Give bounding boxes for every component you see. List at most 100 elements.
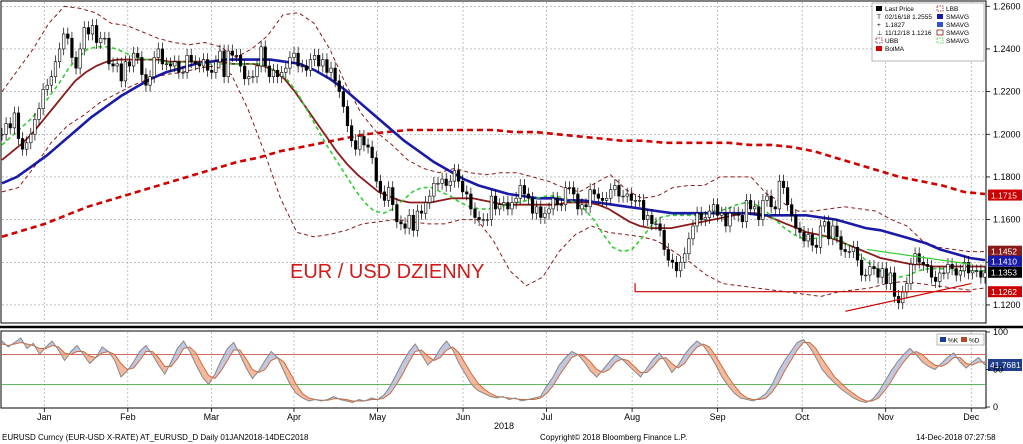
osc-fill bbox=[878, 381, 885, 398]
candle-body bbox=[576, 193, 580, 210]
candle-body bbox=[650, 215, 654, 225]
candle-body bbox=[666, 249, 670, 261]
candle-body bbox=[329, 67, 333, 73]
legend-smavg1: SMAVG bbox=[946, 14, 969, 21]
osc-fill bbox=[690, 341, 697, 355]
candle-body bbox=[728, 212, 732, 227]
price-tag-label: 1.1262 bbox=[991, 287, 1017, 297]
candle-body bbox=[374, 157, 378, 182]
candle-body bbox=[592, 189, 596, 195]
legend-d-swatch bbox=[961, 337, 967, 342]
osc-fill bbox=[972, 357, 979, 365]
candle-body bbox=[127, 61, 132, 67]
osc-fill bbox=[290, 372, 297, 394]
candle-body bbox=[115, 63, 119, 67]
y-tick-label: 1.2400 bbox=[993, 44, 1021, 54]
price-tag-label: 1.1452 bbox=[991, 246, 1017, 256]
osc-fill bbox=[665, 357, 672, 373]
candle-body bbox=[222, 50, 226, 77]
candle-body bbox=[567, 187, 572, 189]
candle-body bbox=[954, 268, 958, 276]
candle-body bbox=[674, 261, 679, 272]
candle-body bbox=[395, 204, 399, 223]
x-tick-label: Jan bbox=[37, 412, 52, 422]
osc-fill bbox=[709, 347, 716, 365]
candle-body bbox=[732, 212, 736, 215]
legend-avg: 1.1827 bbox=[885, 22, 905, 29]
candle-body bbox=[510, 202, 514, 210]
candle-body bbox=[189, 55, 193, 63]
candle-body bbox=[502, 202, 506, 205]
candle-body bbox=[123, 61, 127, 82]
osc-fill bbox=[196, 353, 203, 377]
candle-body bbox=[481, 219, 485, 221]
candle-body bbox=[880, 268, 884, 278]
legend-k-swatch bbox=[940, 337, 946, 342]
candle-body bbox=[929, 266, 934, 278]
candle-body bbox=[201, 59, 206, 67]
osc-fill bbox=[634, 366, 641, 377]
price-tag-bg bbox=[988, 286, 1022, 298]
osc-fill bbox=[903, 348, 910, 362]
candle-body bbox=[633, 200, 637, 202]
candle-body bbox=[419, 210, 424, 214]
candle-body bbox=[12, 112, 16, 129]
legend-smavg3-icon bbox=[936, 29, 944, 36]
candle-body bbox=[662, 229, 666, 250]
candle-body bbox=[687, 238, 691, 255]
x-year-label: 2018 bbox=[494, 421, 514, 431]
candle-body bbox=[148, 76, 152, 86]
candle-body bbox=[744, 200, 749, 223]
x-tick-label: Jul bbox=[541, 412, 553, 422]
candle-body bbox=[477, 217, 481, 220]
osc-fill bbox=[834, 377, 841, 389]
candle-body bbox=[773, 206, 777, 210]
osc-fill bbox=[571, 351, 579, 358]
legend-smavg4: SMAVG bbox=[946, 38, 969, 45]
osc-fill bbox=[715, 356, 723, 377]
candle-body bbox=[251, 76, 255, 78]
candle-body bbox=[526, 193, 531, 199]
oscillator-y-axis: 100 50 0 bbox=[986, 327, 1008, 412]
main-legend: Last Price T 02/16/18 1.2555 + 1.1827 ⊥ … bbox=[871, 2, 985, 62]
candle-body bbox=[267, 65, 271, 77]
candle-body bbox=[535, 206, 539, 214]
candle-body bbox=[440, 178, 444, 184]
x-tick-label: May bbox=[369, 412, 387, 422]
footer-right: 14-Dec-2018 07:27:58 bbox=[916, 433, 996, 442]
candle-body bbox=[547, 208, 551, 214]
candle-body bbox=[345, 106, 350, 127]
legend-bolma: BolMA bbox=[885, 46, 905, 53]
candle-body bbox=[160, 48, 165, 65]
candle-body bbox=[296, 52, 300, 67]
price-tag-label: 1.1715 bbox=[991, 190, 1017, 200]
osc-y-tick-label: 100 bbox=[993, 327, 1008, 337]
candle-body bbox=[57, 48, 62, 63]
candle-body bbox=[234, 55, 239, 57]
candle-body bbox=[37, 108, 41, 120]
candle-body bbox=[781, 180, 786, 188]
candle-body bbox=[29, 133, 33, 144]
candle-body bbox=[934, 276, 938, 282]
candle-body bbox=[831, 225, 835, 240]
candle-body bbox=[740, 215, 744, 223]
candle-body bbox=[354, 140, 358, 150]
candle-body bbox=[399, 221, 403, 225]
osc-fill bbox=[264, 351, 272, 370]
price-tag: 1.1452 bbox=[988, 245, 1022, 257]
candle-body bbox=[724, 212, 728, 227]
price-tag: 1.1410 bbox=[988, 255, 1022, 267]
candle-body bbox=[41, 89, 45, 109]
osc-value-tag: 41.7681 bbox=[988, 359, 1022, 371]
candle-body bbox=[45, 84, 49, 90]
legend-ubb-icon bbox=[875, 37, 883, 44]
candle-body bbox=[103, 37, 107, 40]
osc-fill bbox=[546, 377, 553, 394]
osc-fill bbox=[628, 360, 635, 371]
candle-body bbox=[387, 187, 391, 201]
oscillator-legend: %K %D bbox=[936, 333, 985, 346]
candle-body bbox=[971, 270, 975, 274]
candle-body bbox=[411, 215, 415, 231]
candle-body bbox=[378, 180, 382, 193]
legend-ubb: UBB bbox=[885, 38, 898, 45]
